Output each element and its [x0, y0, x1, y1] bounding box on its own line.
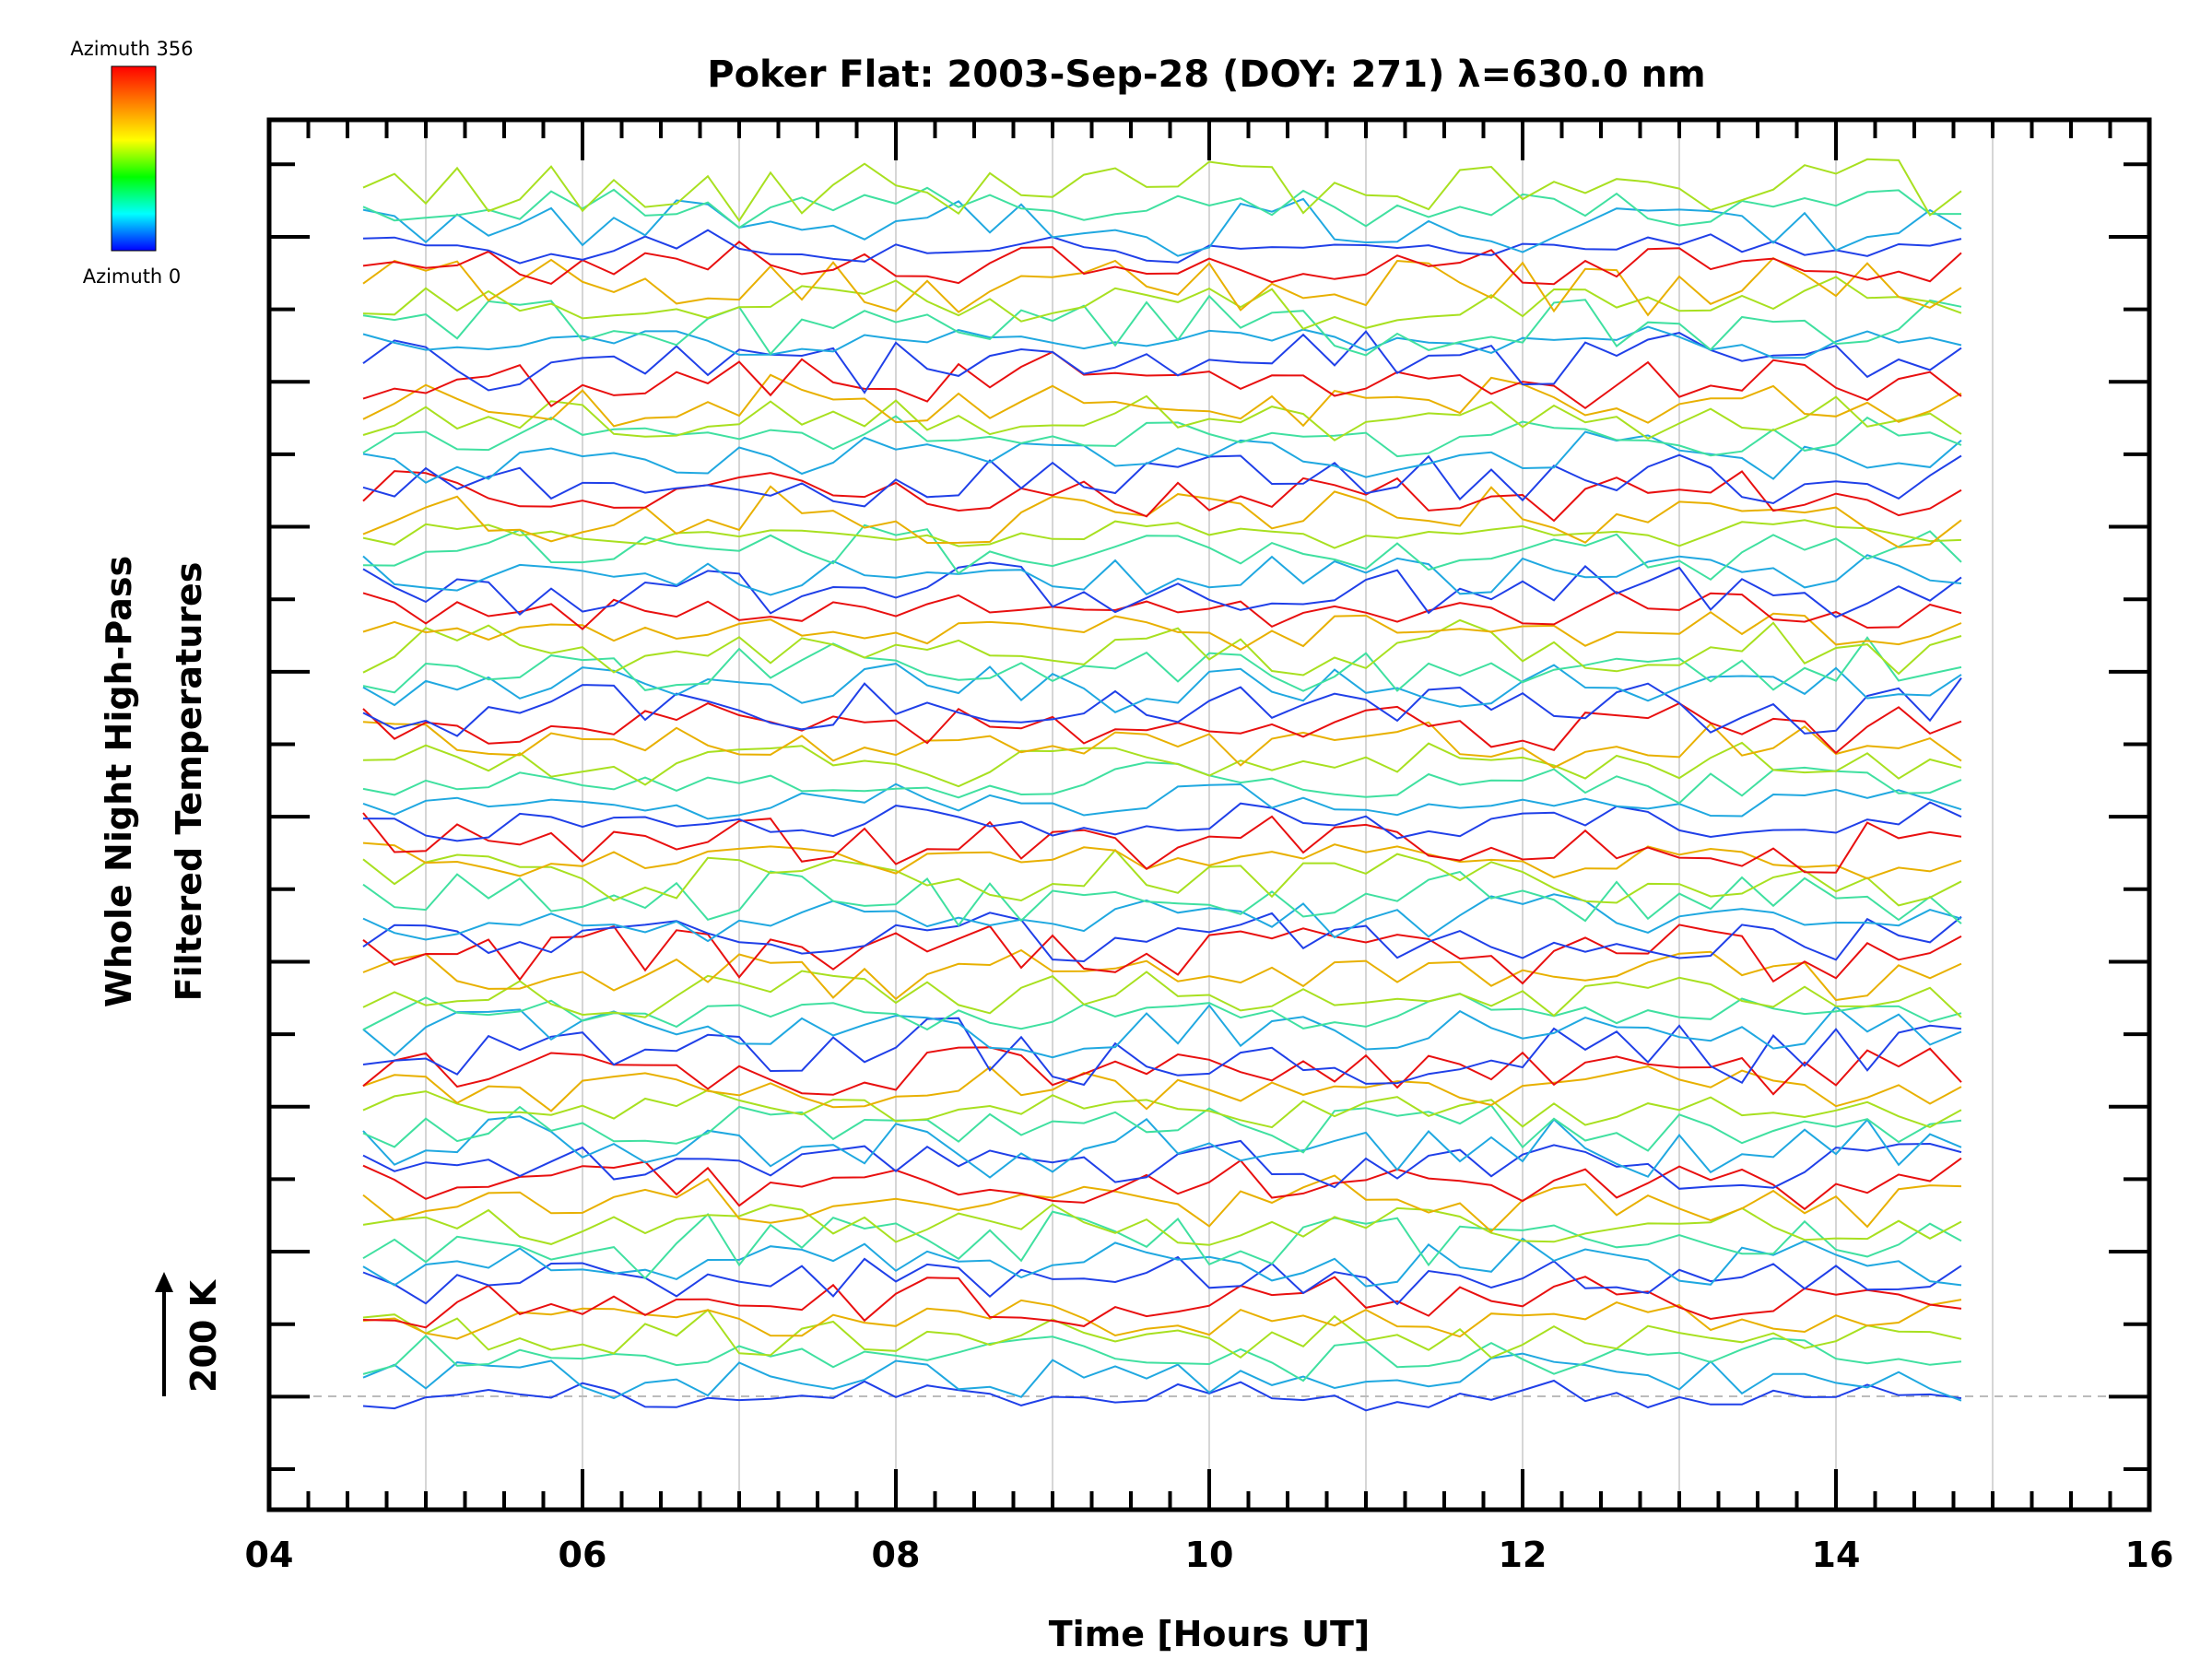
series-line	[362, 350, 1962, 410]
y-axis-label-line1: Whole Night High-Pass	[99, 556, 139, 1007]
series-line	[362, 924, 1962, 985]
series-line	[362, 663, 1962, 713]
scale-bar-arrowhead	[155, 1272, 173, 1292]
series-line	[362, 610, 1962, 651]
series-line	[362, 1210, 1962, 1280]
series-line	[362, 394, 1962, 441]
series-line	[362, 761, 1962, 805]
series-line	[362, 893, 1962, 943]
x-tick-label: 04	[245, 1535, 294, 1575]
colorbar-bottom-label: Azimuth 0	[83, 265, 182, 288]
series-line	[362, 1352, 1962, 1402]
series-line	[362, 1088, 1962, 1129]
series-line	[362, 415, 1962, 458]
series-line	[362, 782, 1962, 820]
series-line	[362, 453, 1962, 508]
series-group	[362, 158, 1962, 1412]
series-line	[362, 485, 1962, 548]
series-line	[362, 524, 1962, 582]
series-line	[362, 470, 1962, 523]
series-line	[362, 1276, 1962, 1329]
series-line	[362, 591, 1962, 630]
series-line	[362, 256, 1962, 317]
series-line	[362, 229, 1962, 265]
x-tick-label: 10	[1185, 1535, 1234, 1575]
colorbar	[111, 65, 157, 252]
x-tick-label: 12	[1499, 1535, 1547, 1575]
series-line	[362, 241, 1962, 286]
x-tick-label: 06	[559, 1535, 607, 1575]
series-line	[362, 848, 1962, 907]
series-line	[362, 373, 1962, 428]
series-line	[362, 1046, 1962, 1096]
series-line	[362, 1308, 1962, 1359]
series-line	[362, 618, 1962, 677]
series-line	[362, 741, 1962, 788]
series-line	[362, 430, 1962, 484]
series-line	[362, 721, 1962, 769]
series-line	[362, 701, 1962, 755]
gridlines	[425, 120, 1994, 1510]
series-line	[362, 158, 1962, 223]
series-line	[362, 1004, 1962, 1059]
x-tick-label: 16	[2125, 1535, 2174, 1575]
series-line	[362, 1334, 1962, 1382]
chart-title: Poker Flat: 2003-Sep-28 (DOY: 271) λ=630…	[707, 53, 1705, 96]
series-line	[362, 1237, 1962, 1288]
series-line	[362, 812, 1962, 874]
series-line	[362, 186, 1961, 229]
series-line	[362, 1203, 1962, 1246]
series-line	[362, 1017, 1962, 1087]
series-line	[362, 677, 1962, 737]
series-line	[362, 1255, 1962, 1306]
series-line	[362, 841, 1962, 880]
series-line	[362, 912, 1962, 963]
series-line	[362, 197, 1962, 257]
axis-ticks	[267, 120, 2151, 1510]
series-line	[362, 1379, 1962, 1412]
series-line	[362, 294, 1962, 357]
series-line	[362, 330, 1962, 394]
x-axis-label: Time [Hours UT]	[1049, 1614, 1371, 1654]
x-tick-label: 14	[1812, 1535, 1861, 1575]
series-line	[362, 1139, 1962, 1190]
series-line	[362, 276, 1962, 330]
y-axis-label-line2: Filtered Temperatures	[169, 562, 209, 1002]
series-line	[362, 870, 1962, 927]
x-tick-labels: 04 06 08 10 12 14 16	[245, 1535, 2174, 1575]
series-line	[362, 801, 1962, 842]
series-line	[362, 948, 1962, 1002]
series-line	[362, 519, 1962, 549]
series-line	[362, 325, 1962, 359]
colorbar-top-label: Azimuth 356	[70, 38, 193, 60]
series-line	[362, 554, 1962, 596]
series-line	[362, 1299, 1962, 1340]
x-tick-label: 08	[872, 1535, 921, 1575]
series-line	[362, 1174, 1962, 1233]
scale-bar-label: 200 K	[183, 1278, 224, 1393]
series-line	[362, 1115, 1962, 1179]
series-line	[362, 1065, 1962, 1112]
series-line	[362, 993, 1962, 1031]
series-line	[362, 1103, 1962, 1154]
series-line	[362, 561, 1962, 618]
series-line	[362, 970, 1962, 1018]
series-line	[362, 1157, 1962, 1211]
series-line	[362, 636, 1962, 694]
